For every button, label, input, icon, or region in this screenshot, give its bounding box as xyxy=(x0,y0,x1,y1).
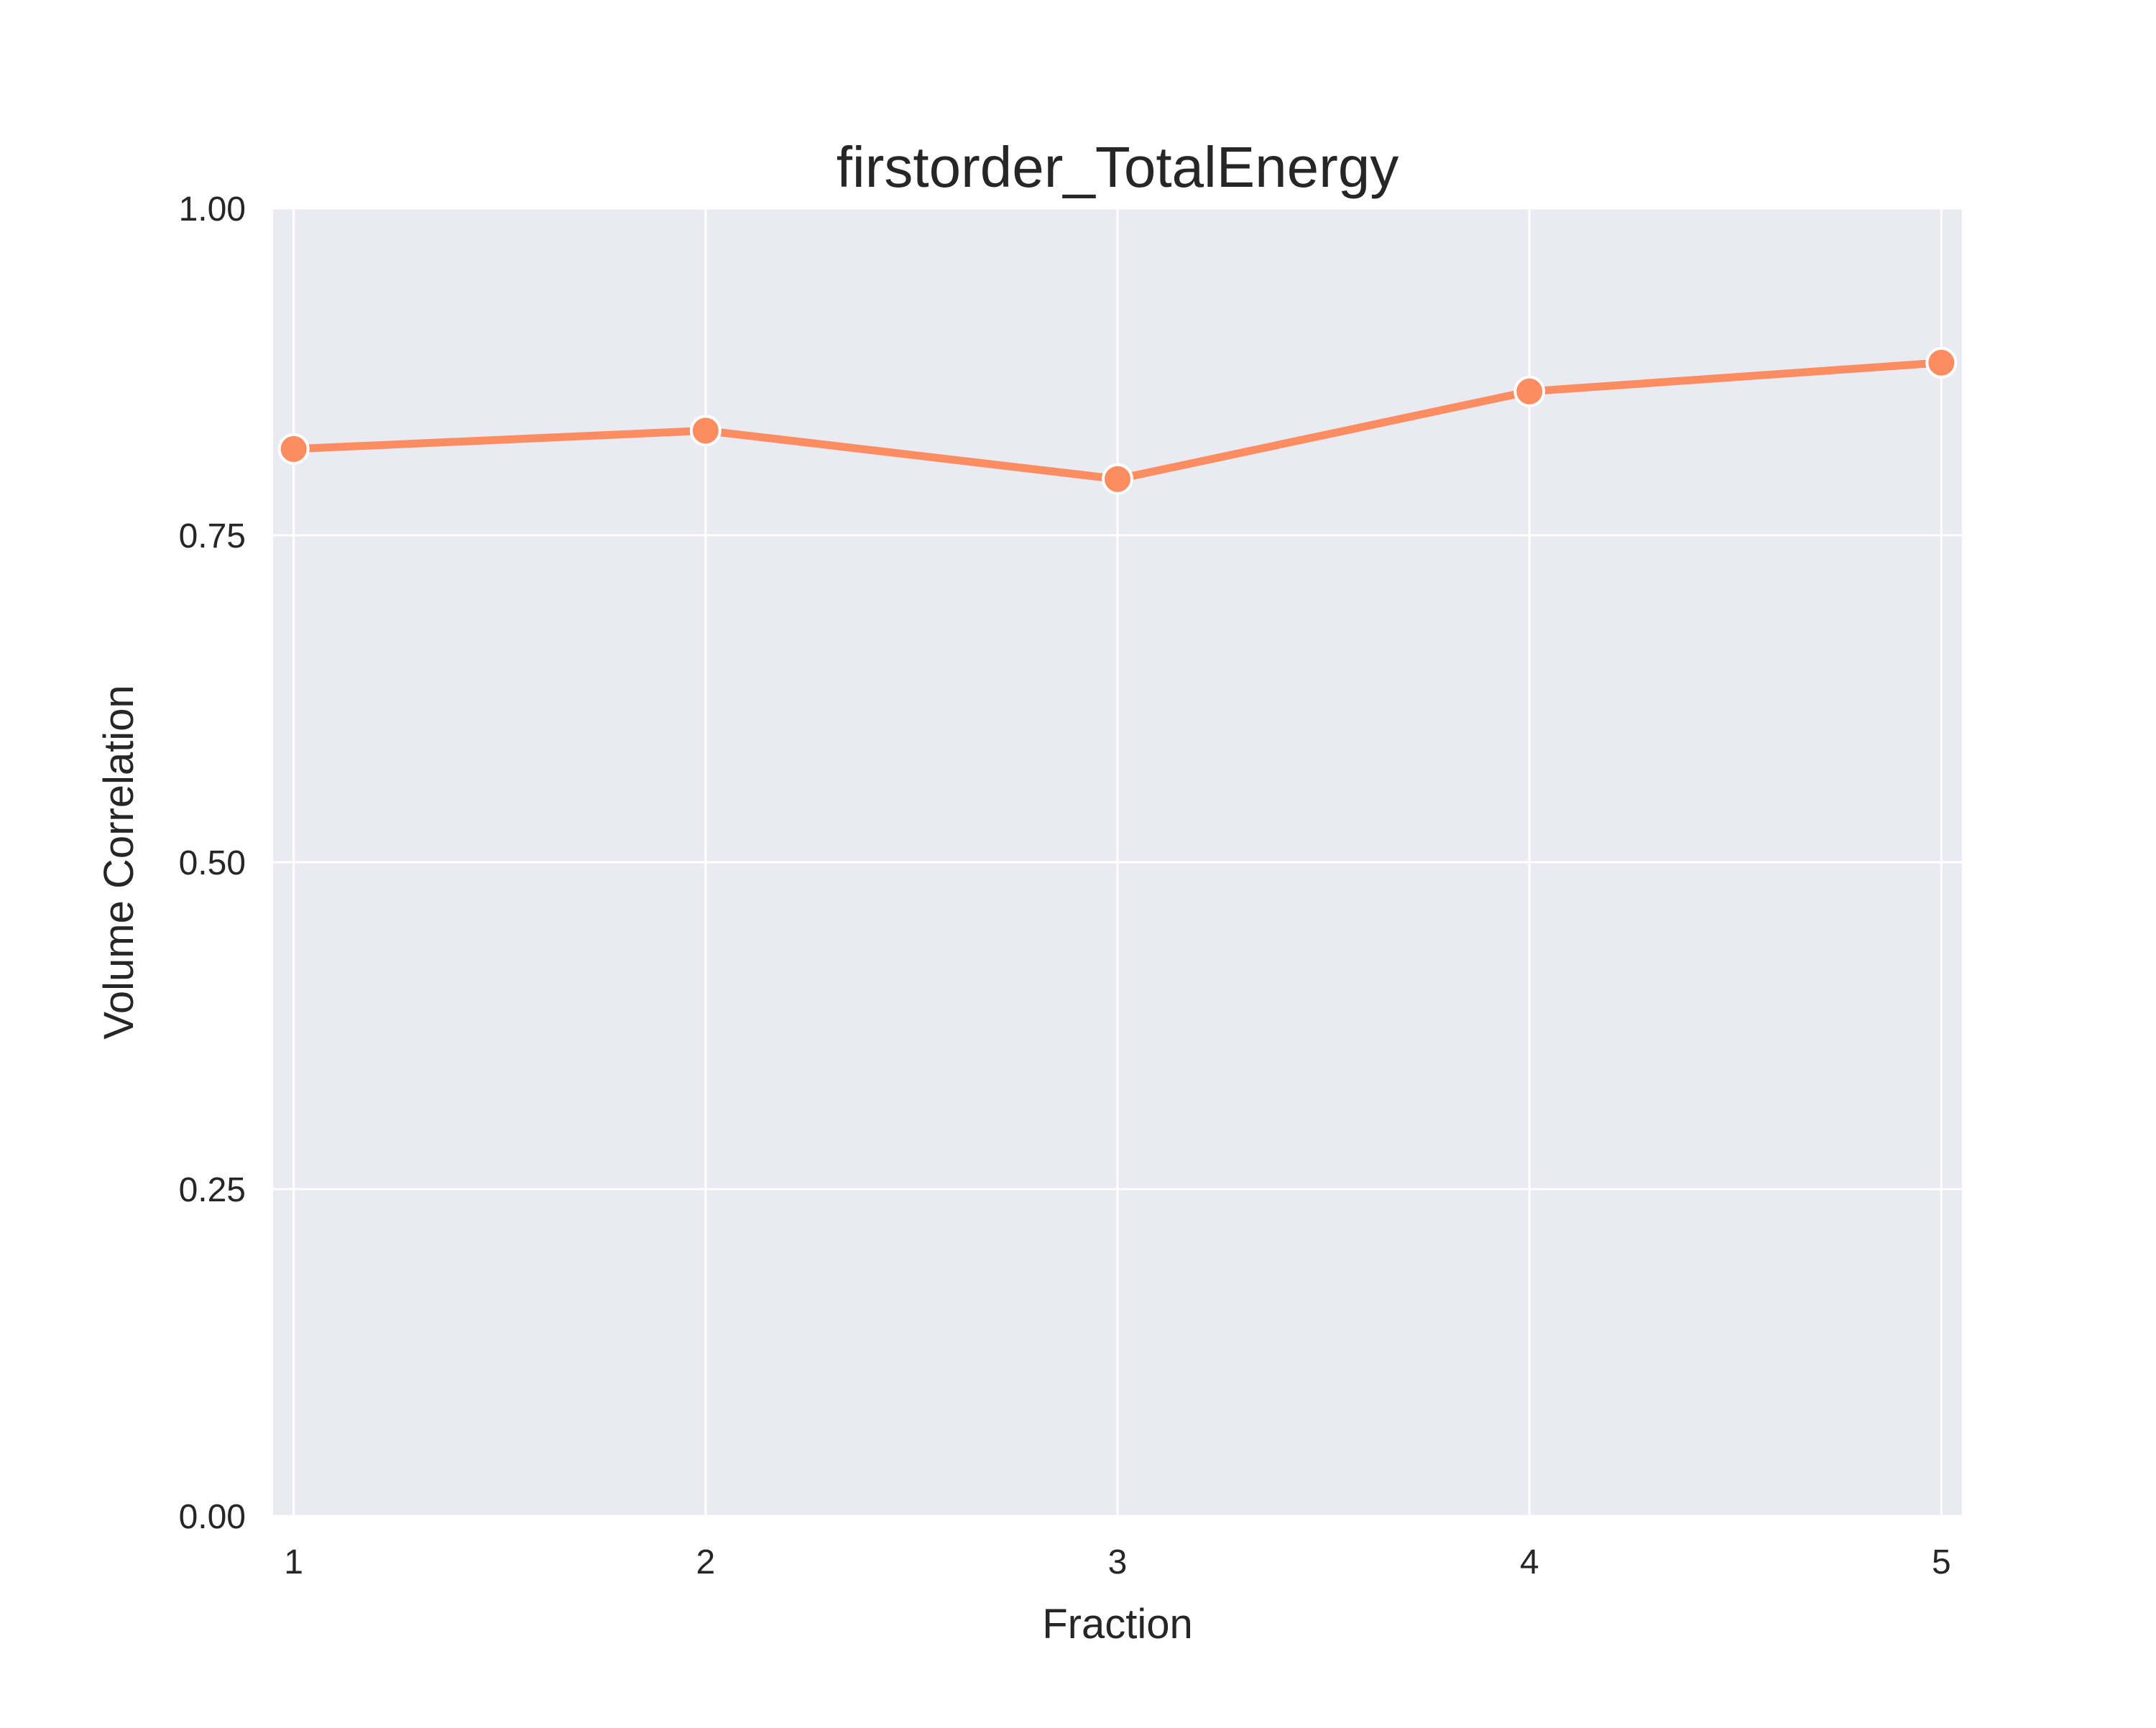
y-tick-label: 0.75 xyxy=(179,517,246,555)
x-tick-label: 5 xyxy=(1932,1543,1951,1581)
y-tick-label: 1.00 xyxy=(179,190,246,228)
chart-title: firstorder_TotalEnergy xyxy=(837,135,1399,199)
x-tick-label: 3 xyxy=(1108,1543,1128,1581)
y-axis-label: Volume Correlation xyxy=(96,685,142,1039)
series-layer xyxy=(277,346,1958,495)
grid xyxy=(273,207,1962,1517)
x-axis-label: Fraction xyxy=(1042,1601,1193,1648)
y-tick-label: 0.00 xyxy=(179,1498,246,1536)
data-point-4 xyxy=(1514,375,1546,407)
data-point-1 xyxy=(277,433,310,465)
tick-labels: 1 2 3 4 5 0.00 0.25 0.50 0.75 1.00 xyxy=(179,190,1951,1581)
x-tick-label: 2 xyxy=(696,1543,715,1581)
x-tick-label: 4 xyxy=(1520,1543,1539,1581)
data-point-3 xyxy=(1102,463,1133,495)
y-tick-label: 0.50 xyxy=(179,844,246,882)
data-point-2 xyxy=(689,415,722,447)
y-tick-label: 0.25 xyxy=(179,1171,246,1209)
data-point-5 xyxy=(1925,346,1958,379)
x-tick-label: 1 xyxy=(284,1543,303,1581)
